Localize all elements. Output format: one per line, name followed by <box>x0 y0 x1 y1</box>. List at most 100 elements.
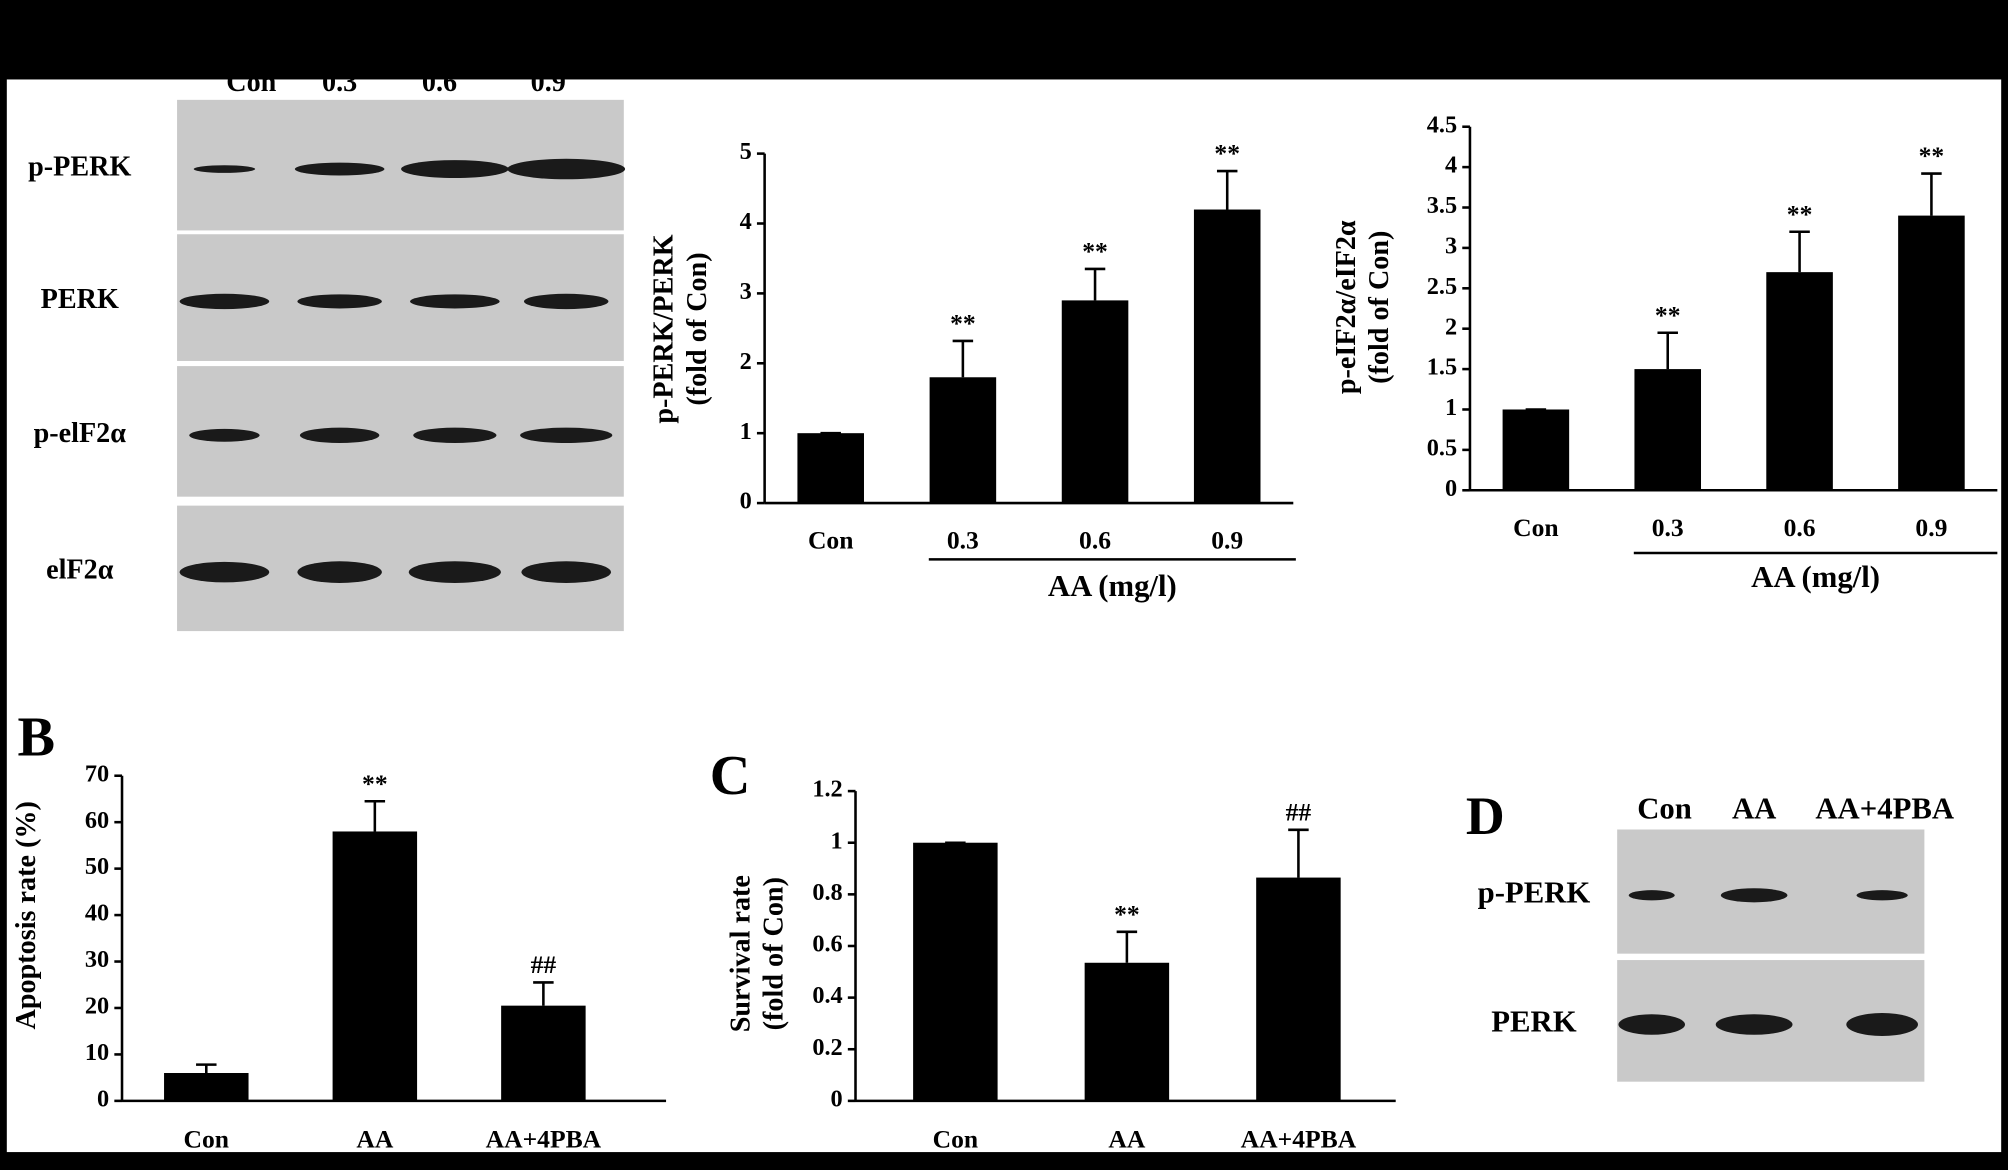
blot-row-label: p-PERK <box>28 152 131 183</box>
x-tick-label: Con <box>808 526 854 555</box>
blot-band <box>299 427 380 443</box>
y-tick-label: 4 <box>740 208 752 235</box>
blots: p-PERK PERK p-elF2α elF2α Con 0.3 0.6 0.9 p-PERK… <box>28 67 1954 1082</box>
x-tick-label: 0.9 <box>1915 513 1947 542</box>
x-tick-label: AA <box>356 1125 393 1154</box>
blot-lane-label: Con <box>1637 792 1692 826</box>
panel-letter: D <box>1466 786 1505 846</box>
y-tick-label: 60 <box>85 807 109 834</box>
y-axis-label: p-eIF2α/eIF2α <box>1331 220 1362 394</box>
significance-label: ** <box>1114 899 1140 928</box>
bar <box>1634 369 1702 491</box>
blot-band <box>1720 888 1788 903</box>
blot-row-label: p-PERK <box>1478 875 1591 909</box>
panel-letter: C <box>710 745 751 807</box>
bar <box>1084 962 1170 1101</box>
y-tick-label: 1 <box>831 827 843 854</box>
blot-band <box>520 427 613 443</box>
y-tick-label: 2 <box>1445 313 1457 340</box>
x-tick-label: Con <box>184 1125 230 1154</box>
blot-band <box>189 428 260 442</box>
significance-label: ## <box>531 950 557 979</box>
blot-row-label: p-elF2α <box>34 418 127 449</box>
y-tick-label: 10 <box>85 1039 109 1066</box>
x-tick-label: AA <box>1108 1125 1145 1154</box>
y-tick-label: 0.8 <box>812 879 842 906</box>
blot-band <box>294 162 385 176</box>
x-tick-label: 0.9 <box>1211 526 1243 555</box>
blot-band <box>297 561 382 584</box>
blot-band <box>523 293 609 310</box>
y-axis-label: (fold of Con) <box>759 877 790 1030</box>
y-axis-label: (fold of Con) <box>682 252 713 405</box>
y-tick-label: 3 <box>740 278 752 305</box>
bar <box>501 1005 586 1101</box>
blot-lane-label: AA+4PBA <box>1815 792 1954 826</box>
group-label: AA (mg/l) <box>1751 560 1880 594</box>
bar <box>797 433 864 504</box>
blot-band <box>507 158 626 180</box>
significance-label: ** <box>1919 141 1945 170</box>
x-tick-label: AA+4PBA <box>1241 1125 1357 1154</box>
blot-band <box>521 561 612 584</box>
blot-band <box>413 427 497 443</box>
significance-label: ** <box>1082 236 1108 265</box>
significance-label: ** <box>1787 199 1813 228</box>
x-tick-label: 0.3 <box>947 526 979 555</box>
y-tick-label: 3.5 <box>1427 192 1457 219</box>
significance-label: ** <box>1214 139 1240 168</box>
bar <box>1193 209 1261 504</box>
x-tick-label: AA+4PBA <box>486 1125 602 1154</box>
bar <box>929 377 997 504</box>
y-tick-label: 2 <box>740 348 752 375</box>
bar <box>1898 215 1965 491</box>
y-tick-label: 0.2 <box>812 1034 842 1061</box>
y-tick-label: 20 <box>85 993 109 1020</box>
y-tick-label: 4 <box>1445 152 1457 179</box>
x-tick-label: 0.6 <box>1079 526 1111 555</box>
y-tick-label: 0 <box>97 1085 109 1112</box>
y-tick-label: 40 <box>85 900 109 927</box>
y-tick-label: 1.2 <box>812 776 842 803</box>
blot-band <box>408 561 501 584</box>
y-tick-label: 0 <box>831 1085 843 1112</box>
y-tick-label: 4.5 <box>1427 111 1457 138</box>
y-tick-label: 0.4 <box>812 982 842 1009</box>
bar <box>164 1073 249 1101</box>
x-tick-label: 0.6 <box>1784 513 1816 542</box>
y-tick-label: 1 <box>740 418 752 445</box>
y-tick-label: 0.6 <box>812 931 842 958</box>
y-tick-label: 30 <box>85 946 109 973</box>
y-tick-label: 5 <box>740 138 752 165</box>
blot-band <box>1628 890 1675 901</box>
y-tick-label: 1 <box>1445 394 1457 421</box>
y-tick-label: 0.5 <box>1427 434 1457 461</box>
x-tick-label: Con <box>933 1125 979 1154</box>
blot-band <box>179 561 270 583</box>
top-band <box>0 0 2008 80</box>
y-axis-label: p-PERK/PERK <box>649 234 680 423</box>
bar <box>1766 272 1833 491</box>
blot-band <box>401 160 509 179</box>
bar <box>913 842 998 1101</box>
group-label: AA (mg/l) <box>1048 569 1177 603</box>
bar <box>332 831 418 1101</box>
blot-band <box>1715 1014 1793 1035</box>
blot-band <box>297 294 382 309</box>
bar <box>1502 409 1570 491</box>
y-tick-label: 1.5 <box>1427 354 1457 381</box>
blot-row-label: elF2α <box>46 555 114 586</box>
y-axis-label: Apoptosis rate (%) <box>11 801 42 1029</box>
y-tick-label: 3 <box>1445 232 1457 259</box>
y-tick-label: 0 <box>1445 475 1457 502</box>
panel-letter: B <box>17 706 55 768</box>
y-axis-label: (fold of Con) <box>1364 231 1395 384</box>
x-tick-label: Con <box>1513 513 1559 542</box>
charts: 0 1 2 3 4 5 Con ** 0.3 ** 0.6 ** 0.9 AA (mg/l) p-PERK/… <box>11 111 1998 1154</box>
significance-label: ** <box>362 769 388 798</box>
y-tick-label: 2.5 <box>1427 273 1457 300</box>
significance-label: ** <box>1655 300 1681 329</box>
bar <box>1061 300 1129 504</box>
